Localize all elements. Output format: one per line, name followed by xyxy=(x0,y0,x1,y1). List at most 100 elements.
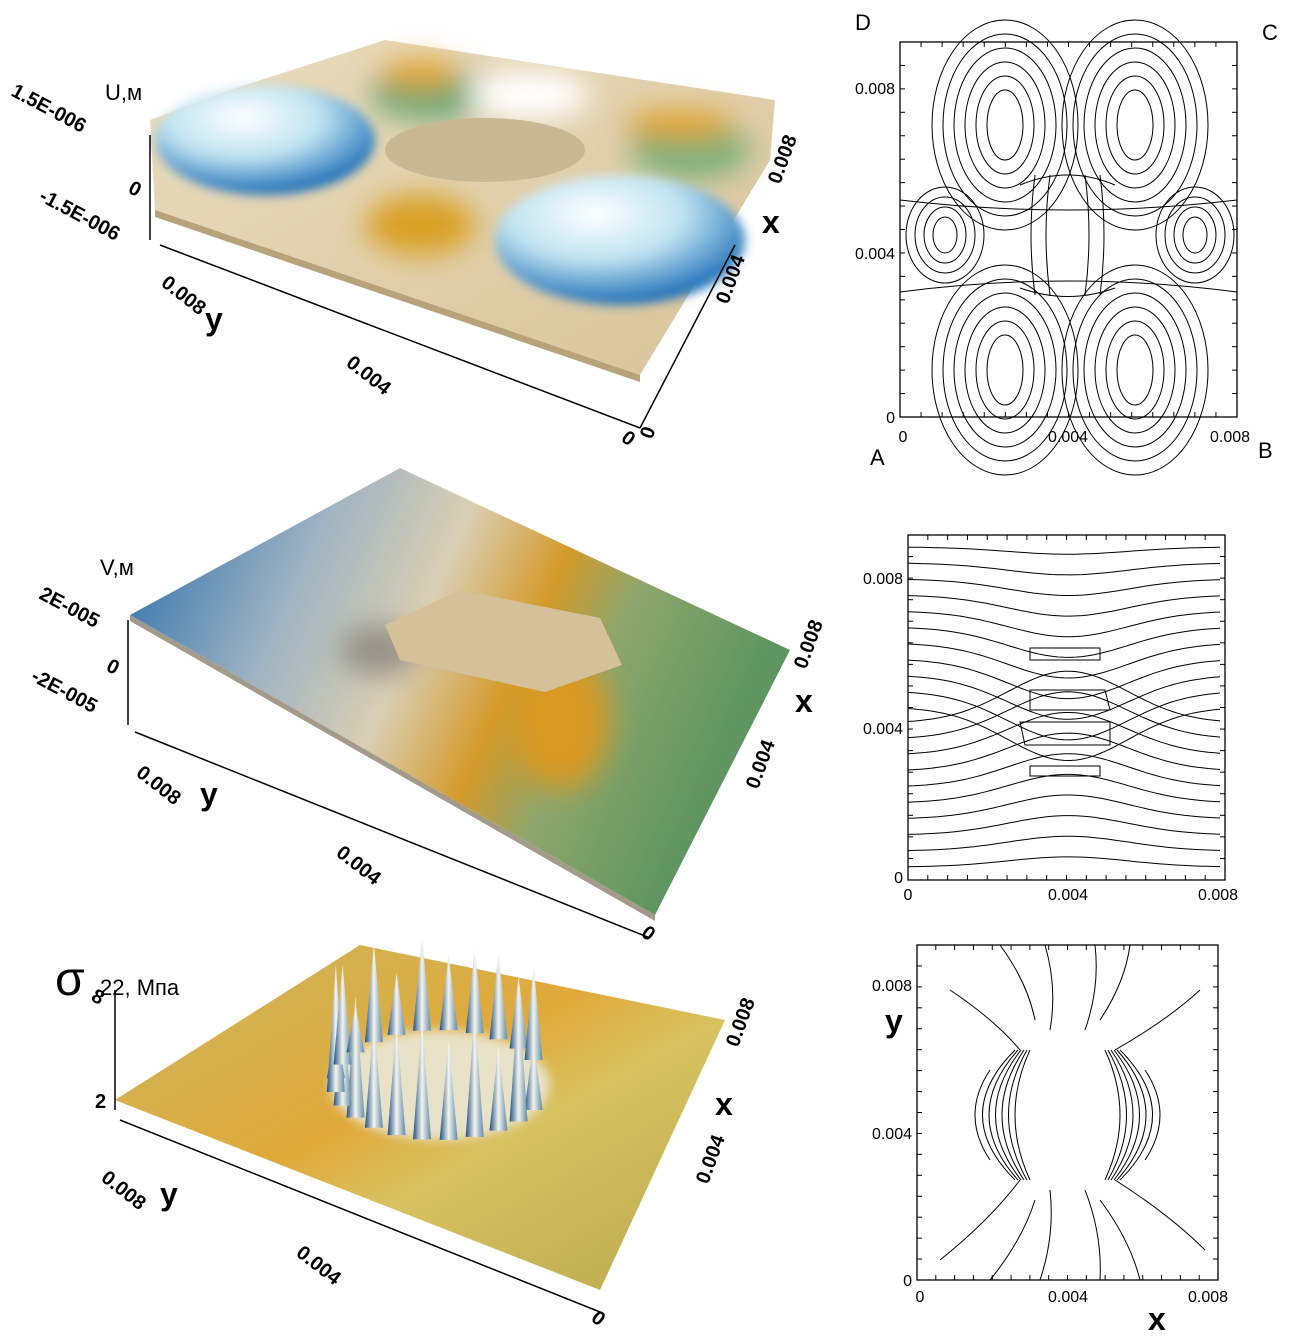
contour-line xyxy=(1019,689,1111,746)
contour-line xyxy=(1083,47,1187,203)
x-tick-label: 0.008 xyxy=(722,995,760,1050)
corner-label: C xyxy=(1262,20,1278,45)
contour-line xyxy=(905,186,985,284)
contour-line xyxy=(999,944,1036,1021)
x-tick-label: 0.004 xyxy=(1048,1289,1088,1306)
contour-line xyxy=(907,579,1221,596)
x-tick-label: 0.008 xyxy=(790,617,828,672)
contour-line xyxy=(964,306,1046,434)
contour-line xyxy=(907,562,1221,576)
contour-line xyxy=(1182,216,1208,254)
contour-line xyxy=(923,206,967,264)
contour-line xyxy=(1039,1189,1052,1281)
x-tick-label: 0.008 xyxy=(1188,1289,1228,1306)
axis-label: x xyxy=(1148,1301,1166,1337)
spike xyxy=(524,1039,543,1110)
contour-line xyxy=(1105,75,1165,175)
contour-line xyxy=(1014,1049,1031,1181)
contour-line xyxy=(907,643,1221,679)
contour-line xyxy=(942,33,1068,217)
x-tick-label: 0 xyxy=(636,424,660,442)
spike xyxy=(509,991,528,1122)
contour-line xyxy=(995,1049,1022,1181)
contour-line xyxy=(932,216,958,254)
contour-line xyxy=(1045,174,1051,296)
contour-line xyxy=(907,691,1221,739)
spike xyxy=(524,965,543,1061)
contour-line xyxy=(949,989,1021,1051)
spike xyxy=(509,976,528,1049)
contour-line xyxy=(907,732,1221,771)
x-tick-label: 0 xyxy=(916,1289,925,1306)
contour-line xyxy=(1113,1049,1140,1181)
contour-line xyxy=(907,773,1221,803)
contour-line xyxy=(907,675,1221,720)
contour-line xyxy=(907,815,1221,835)
plateau xyxy=(385,590,622,692)
contour-line xyxy=(907,835,1221,852)
contour-line xyxy=(1099,174,1105,296)
contour-line xyxy=(907,753,1221,787)
contour-line xyxy=(907,670,1221,722)
contour-line xyxy=(1094,306,1176,434)
sigma-surface: σ 22, Мпа 8 2 y 0.008 0.004 0 0.004 0.00… xyxy=(55,938,760,1331)
z-tick-label: 2E-005 xyxy=(36,583,103,633)
contour-line xyxy=(907,794,1221,819)
contour-line xyxy=(1029,765,1101,777)
contour-line xyxy=(988,1049,1019,1181)
contour-line xyxy=(1155,186,1235,284)
contour-line xyxy=(931,264,1079,476)
spike xyxy=(465,1011,484,1137)
spike xyxy=(387,973,406,1035)
contour-line xyxy=(907,856,1221,868)
contour-line xyxy=(907,691,1221,741)
sigma-contour: y x 0.008 0.004 0 0 0.004 0.008 xyxy=(872,944,1228,1337)
axis-label: y xyxy=(885,1003,903,1039)
contour-line xyxy=(982,1049,1016,1181)
spike xyxy=(439,1040,458,1140)
y-tick-label: 0.008 xyxy=(872,978,912,995)
contour-line xyxy=(907,627,1221,658)
contour-line xyxy=(907,595,1221,617)
axis-symbol: σ xyxy=(55,953,85,1006)
y-tick-label: 0.004 xyxy=(855,246,895,263)
contour-line xyxy=(1104,1049,1121,1181)
spike xyxy=(465,949,484,1034)
contour-line xyxy=(1030,174,1036,296)
contour-line xyxy=(1001,1049,1025,1181)
x-tick-label: 0.008 xyxy=(1198,887,1238,904)
axis-label: y xyxy=(200,776,218,812)
y-tick-label: 0.004 xyxy=(863,721,903,738)
plateau xyxy=(385,118,585,182)
contour-line xyxy=(1099,944,1131,1021)
z-tick-label: -2E-005 xyxy=(28,665,101,718)
contour-line xyxy=(1084,944,1097,1031)
contour-line xyxy=(899,199,1238,293)
contour-line xyxy=(964,61,1046,189)
spike xyxy=(439,955,458,1031)
contour-line xyxy=(986,89,1024,161)
contour-line xyxy=(1084,174,1090,296)
contour-line xyxy=(1044,944,1054,1031)
y-tick-label: 0 xyxy=(587,1307,609,1331)
surface xyxy=(130,468,790,915)
contour-line xyxy=(1164,196,1226,274)
contour-line xyxy=(1114,989,1201,1051)
contour-line xyxy=(1173,206,1217,264)
contour-line xyxy=(907,712,1221,755)
spike xyxy=(346,1005,365,1053)
contour-line xyxy=(1116,89,1154,161)
contour-line xyxy=(931,19,1079,231)
contour-line xyxy=(1061,19,1209,231)
corner-label: B xyxy=(1258,438,1273,463)
axis-title: U,м xyxy=(105,80,142,105)
x-tick-label: 0.004 xyxy=(692,1131,730,1186)
contour-line xyxy=(1008,1049,1028,1181)
y-tick-label: 0.008 xyxy=(132,762,185,810)
contour-line xyxy=(953,47,1057,203)
v-contour: 0.008 0.004 0 0 0.004 0.008 xyxy=(863,534,1238,904)
contour-line xyxy=(907,708,1221,762)
spike xyxy=(489,1045,508,1131)
contour-line xyxy=(1119,1049,1153,1181)
